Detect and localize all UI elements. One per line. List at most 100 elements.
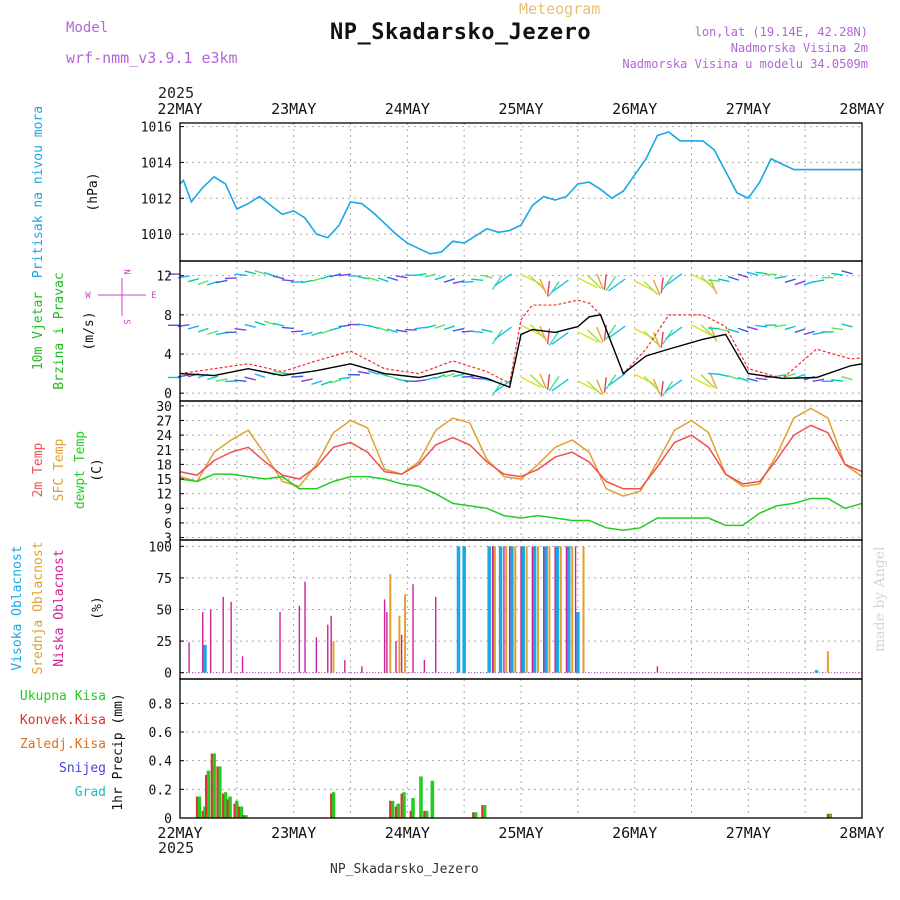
wind-arrow: [737, 327, 749, 333]
precip-conv-bar: [423, 810, 426, 818]
cloud-high-bar: [814, 670, 819, 673]
wind-arrow: [784, 325, 796, 331]
wind-arrow: [605, 275, 617, 292]
cloud-low-bar: [395, 641, 397, 673]
wind-arrow: [367, 324, 380, 330]
wind-arrow: [652, 279, 661, 296]
wind-arrow: [263, 320, 275, 326]
wind-arrow: [728, 276, 740, 281]
wind-arrow: [254, 269, 266, 275]
wind-arrow: [717, 373, 730, 378]
wind-arrow: [377, 326, 389, 332]
cloud-mid-bar: [548, 546, 551, 673]
cloud-mid-bar: [332, 641, 335, 673]
wind-arrow: [812, 378, 825, 382]
wind-arrow: [443, 325, 455, 331]
cloud-low-bar: [361, 666, 363, 673]
wind-arrow: [414, 273, 427, 277]
cloud-low-bar: [554, 546, 556, 673]
cloud-high-bar: [544, 546, 548, 673]
wind-arrow: [434, 324, 446, 329]
wind-arrow: [746, 271, 758, 276]
precip-conv-bar: [826, 813, 829, 818]
wind-arrow: [755, 377, 768, 381]
cloud-mid-bar: [571, 546, 574, 673]
wind-arrow: [841, 270, 853, 275]
precip-total-bar: [203, 806, 207, 818]
wind-arrow: [244, 270, 256, 275]
wind-arrow: [577, 380, 599, 392]
precip-conv-bar: [205, 775, 208, 818]
wind-arrow: [338, 376, 351, 380]
wind-arrow: [605, 374, 617, 390]
wind-arrow: [424, 376, 436, 381]
wind-arrow: [634, 328, 655, 340]
wind-arrow: [700, 275, 716, 291]
panel-frame-t: [179, 400, 863, 541]
wind-arrow: [812, 279, 825, 283]
wind-arrow: [301, 279, 313, 284]
wind-arrow: [443, 278, 455, 283]
precip-total-bar: [228, 796, 232, 818]
wind-arrow: [187, 277, 200, 283]
wind-arrow: [234, 273, 247, 277]
cloud-low-bar: [656, 666, 659, 673]
cloud-low-bar: [304, 581, 306, 673]
wind-arrow: [187, 325, 200, 330]
wind-arrow: [386, 276, 399, 281]
wind-arrow: [452, 280, 465, 285]
wind-arrow: [377, 277, 389, 283]
year-bottom: 2025: [158, 839, 195, 857]
wind-ylabel: (m/s): [82, 311, 97, 350]
cloud-low-bar: [209, 609, 212, 673]
wind-arrow: [728, 375, 740, 380]
precip-total-bar: [235, 800, 239, 818]
cloud-title-low: Niska Oblacnost: [52, 549, 67, 666]
precip-conv-bar: [389, 800, 392, 818]
cloud-low-bar: [188, 642, 190, 673]
wind-arrow: [224, 331, 237, 334]
wind-arrow: [224, 380, 237, 383]
cloud-high-bar: [456, 546, 461, 673]
dewpoint-series-line: [179, 473, 863, 532]
wind-arrow: [301, 331, 313, 336]
wind-arrow: [660, 277, 664, 294]
wind-arrow: [746, 377, 758, 382]
y-tick-label: 1010: [141, 228, 172, 243]
pressure-title: Pritisak na nivou mora: [31, 106, 46, 278]
wind-arrow: [755, 271, 768, 275]
wind-arrow: [548, 281, 560, 297]
precip-total-bar: [419, 776, 423, 818]
wind-arrow: [215, 279, 228, 284]
legend-konvek-kisa: Konvek.Kisa: [20, 713, 106, 728]
precip-conv-bar: [330, 793, 333, 818]
wind-gust-series-line: [179, 299, 863, 385]
precip-total-bar: [197, 796, 202, 818]
precip-total-bar: [217, 766, 222, 818]
x-tick-label-bottom: 28MAY: [839, 824, 884, 842]
wind-arrow: [471, 278, 484, 281]
wind-arrow: [329, 379, 342, 384]
wind-arrow: [320, 329, 332, 335]
precip-total-bar: [331, 792, 336, 818]
cloud-low-bar: [330, 615, 332, 673]
wind-arrow: [434, 275, 446, 281]
y-tick-label: 24: [156, 429, 172, 444]
wind-arrow: [608, 278, 626, 292]
wind-arrow: [338, 324, 351, 328]
legend-ukupna-kisa: Ukupna Kisa: [20, 689, 106, 704]
cloud-high-bar: [491, 546, 496, 673]
wind-compass-s: S: [121, 319, 131, 324]
grid-layer: [180, 123, 862, 819]
pressure-ylabel: (hPa): [86, 172, 101, 211]
wind-arrow: [481, 328, 493, 333]
temp-2m-series-line: [179, 424, 863, 490]
wind-arrow: [774, 275, 787, 280]
cloud-low-bar: [543, 546, 545, 673]
x-tick-label-bottom: 22MAY: [157, 824, 202, 842]
temp-sfc-series-line: [179, 407, 863, 497]
wind-arrow: [664, 379, 683, 393]
cloud-low-bar: [531, 546, 534, 673]
wind-arrow: [652, 332, 661, 348]
wind-arrow: [603, 377, 607, 393]
